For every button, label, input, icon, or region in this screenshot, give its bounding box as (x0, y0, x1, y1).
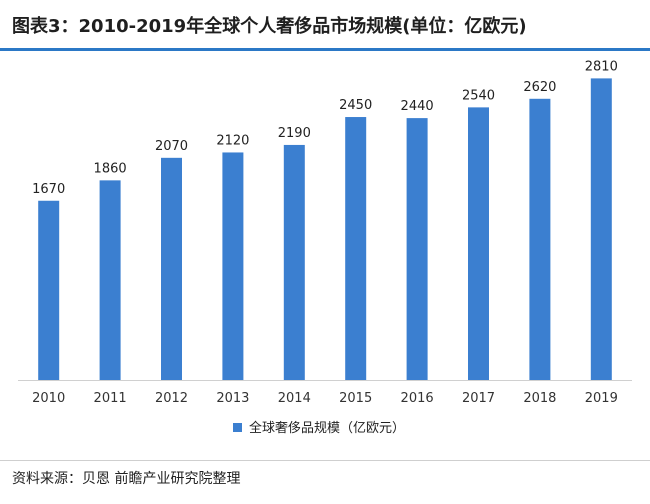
data-label-2010: 1670 (32, 182, 65, 197)
data-label-2016: 2440 (401, 99, 434, 114)
x-tick-label-2011: 2011 (94, 391, 127, 406)
data-label-2013: 2120 (216, 133, 249, 148)
bar-2016 (406, 118, 428, 381)
bar-2015 (345, 117, 367, 381)
chart-title: 图表3：2010-2019年全球个人奢侈品市场规模(单位：亿欧元) (12, 16, 527, 37)
bar-2014 (283, 144, 305, 380)
bar-2018 (529, 98, 551, 380)
bar-2019 (590, 78, 612, 380)
data-label-2019: 2810 (585, 59, 618, 74)
bar-2011 (99, 180, 121, 380)
x-tick-label-2014: 2014 (278, 391, 311, 406)
data-label-2015: 2450 (339, 98, 372, 113)
data-label-2017: 2540 (462, 88, 495, 103)
title-divider (0, 48, 650, 51)
x-tick-label-2016: 2016 (401, 391, 434, 406)
data-label-2011: 1860 (94, 161, 127, 176)
x-tick-label-2012: 2012 (155, 391, 188, 406)
bar-chart: 1670 2010 1860 2011 2070 2012 2120 2013 2190 2014… (18, 59, 632, 436)
x-tick-label-2010: 2010 (32, 391, 65, 406)
data-label-2012: 2070 (155, 139, 188, 154)
data-label-2018: 2620 (523, 80, 556, 95)
source-note: 资料来源：贝恩 前瞻产业研究院整理 (12, 471, 241, 487)
data-label-2014: 2190 (278, 126, 311, 141)
bar-2013 (222, 152, 244, 380)
x-tick-label-2018: 2018 (523, 391, 556, 406)
legend-label: 全球奢侈品规模（亿欧元） (249, 420, 405, 436)
x-tick-label-2019: 2019 (585, 391, 618, 406)
bar-2012 (161, 157, 182, 380)
bar-2010 (38, 200, 60, 380)
x-tick-label-2017: 2017 (462, 391, 495, 406)
legend-swatch (233, 423, 242, 432)
x-tick-label-2013: 2013 (216, 391, 249, 406)
footer-divider (0, 460, 650, 461)
bar-2017 (468, 107, 489, 380)
x-tick-label-2015: 2015 (339, 391, 372, 406)
